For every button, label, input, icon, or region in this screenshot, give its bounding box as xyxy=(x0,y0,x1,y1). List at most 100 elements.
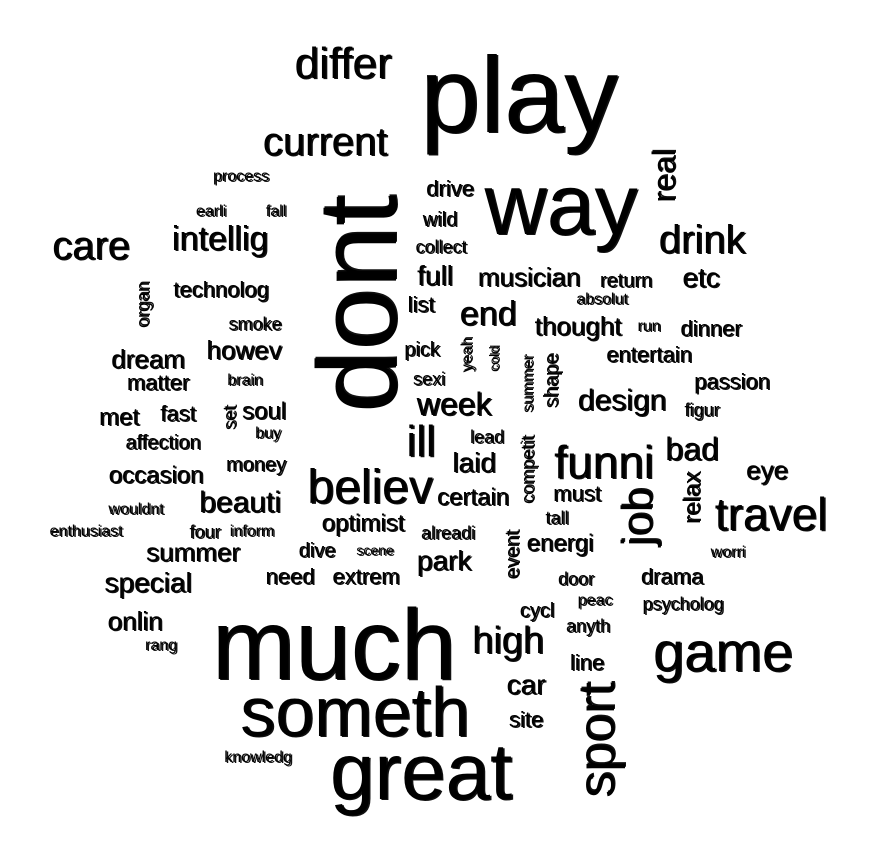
word-27: etc xyxy=(682,262,720,293)
word-70: brain xyxy=(227,372,263,389)
word-2: much xyxy=(211,589,457,701)
word-75: yeah xyxy=(459,337,476,373)
word-22: real xyxy=(646,149,682,203)
word-91: earli xyxy=(195,203,227,220)
word-87: worri xyxy=(710,544,746,561)
word-61: pick xyxy=(404,339,440,361)
word-83: peac xyxy=(577,592,613,609)
word-89: run xyxy=(637,318,661,335)
word-19: design xyxy=(577,384,667,417)
word-5: someth xyxy=(240,673,470,751)
word-30: special xyxy=(104,567,192,598)
word-78: competit xyxy=(518,435,538,505)
word-88: figur xyxy=(684,400,720,420)
word-57: need xyxy=(265,564,315,589)
word-18: ill xyxy=(406,417,436,466)
word-56: money xyxy=(225,454,287,476)
word-52: met xyxy=(98,404,140,431)
word-35: certain xyxy=(436,484,510,511)
word-73: lead xyxy=(469,427,505,447)
word-42: passion xyxy=(694,369,770,394)
word-7: sport xyxy=(568,682,626,798)
word-67: absolut xyxy=(576,291,628,308)
word-28: laid xyxy=(452,447,496,478)
word-14: care xyxy=(52,224,130,268)
word-64: wild xyxy=(422,209,458,231)
word-37: thought xyxy=(534,311,622,341)
word-65: collect xyxy=(415,237,467,257)
word-16: intellig xyxy=(171,220,269,258)
word-86: anyth xyxy=(565,616,611,636)
word-29: occasion xyxy=(108,462,204,489)
word-59: dive xyxy=(298,540,336,562)
word-93: wouldnt xyxy=(108,501,164,518)
word-4: great xyxy=(329,727,513,816)
word-92: fall xyxy=(265,203,287,220)
word-94: enthusiast xyxy=(49,523,123,540)
word-3: way xyxy=(484,157,638,253)
word-38: energi xyxy=(526,530,594,557)
word-39: park xyxy=(416,545,472,576)
word-1: play xyxy=(419,34,619,155)
word-10: travel xyxy=(714,488,828,540)
word-66: return xyxy=(599,270,653,292)
word-47: onlin xyxy=(107,606,163,636)
word-79: tall xyxy=(545,508,569,528)
word-58: extrem xyxy=(332,564,400,589)
word-68: smoke xyxy=(228,314,282,334)
word-13: current xyxy=(262,120,388,164)
word-25: full xyxy=(417,260,453,291)
word-51: soul xyxy=(241,398,287,425)
word-40: car xyxy=(506,669,546,700)
word-9: funni xyxy=(554,436,654,488)
word-99: knowledg xyxy=(224,749,292,766)
word-48: line xyxy=(569,650,605,675)
word-8: believ xyxy=(307,461,433,514)
word-36: optimist xyxy=(321,510,405,537)
word-55: matter xyxy=(126,370,190,395)
word-96: inform xyxy=(229,523,275,540)
word-11: job xyxy=(613,487,662,547)
word-46: drama xyxy=(640,564,704,589)
word-17: week xyxy=(416,386,492,422)
word-85: cycl xyxy=(519,600,555,622)
word-23: bad xyxy=(665,431,719,467)
word-60: list xyxy=(407,292,435,317)
word-20: end xyxy=(459,295,517,333)
word-54: affection xyxy=(125,432,201,454)
word-71: set xyxy=(220,405,240,431)
word-90: process xyxy=(212,168,270,185)
word-24: beauti xyxy=(199,486,281,519)
word-98: rang xyxy=(144,637,178,654)
word-74: cold xyxy=(486,346,502,372)
word-69: organ xyxy=(133,281,153,329)
word-31: summer xyxy=(146,537,240,567)
word-26: musician xyxy=(477,262,581,292)
word-21: high xyxy=(472,620,544,662)
word-12: differ xyxy=(294,39,392,88)
word-33: howev xyxy=(206,335,282,365)
word-53: fast xyxy=(160,401,196,426)
word-44: must xyxy=(553,481,601,506)
word-84: psycholog xyxy=(642,594,724,614)
word-80: alreadi xyxy=(420,523,476,543)
word-50: technolog xyxy=(173,277,269,302)
word-82: door xyxy=(557,569,595,589)
word-15: drink xyxy=(658,218,746,262)
word-77: shape xyxy=(541,353,563,409)
word-32: dream xyxy=(111,344,185,374)
word-49: site xyxy=(508,707,544,732)
word-6: game xyxy=(652,620,794,683)
word-97: scene xyxy=(356,542,394,558)
word-95: four xyxy=(189,522,221,542)
word-62: sexi xyxy=(412,369,446,389)
word-43: dinner xyxy=(680,316,742,341)
word-76: summer xyxy=(520,355,537,413)
word-0: dont xyxy=(295,195,420,413)
word-34: eye xyxy=(746,455,788,485)
word-63: drive xyxy=(426,176,474,201)
word-41: entertain xyxy=(606,342,692,367)
word-81: event xyxy=(502,530,524,580)
word-45: relax xyxy=(679,471,706,525)
